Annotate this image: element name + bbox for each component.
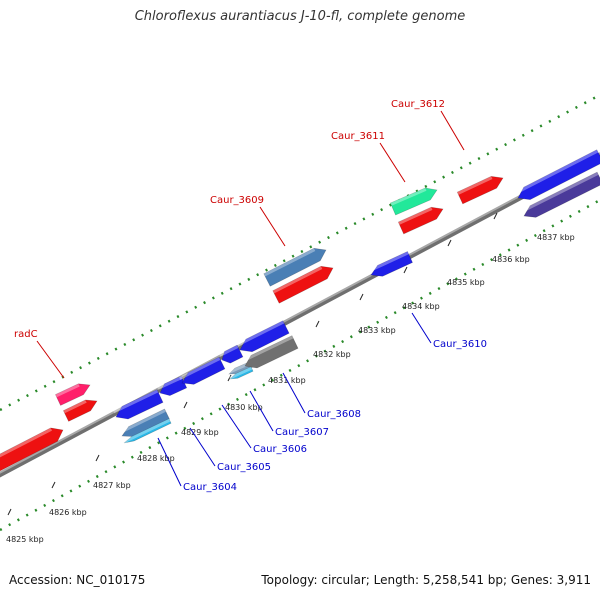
gene-feature-reverse[interactable] (236, 320, 290, 353)
gene-label-leader (282, 372, 306, 414)
gene-feature-reverse[interactable] (112, 389, 164, 420)
gene-feature-Caur_3606[interactable] (219, 344, 244, 364)
scale-tick-label: 4830 kbp (225, 403, 263, 412)
gene-feature-forward[interactable] (397, 206, 444, 235)
gene-feature-Caur_3608[interactable] (241, 335, 299, 369)
gene-label-leader (157, 437, 182, 487)
scale-tick (315, 320, 320, 328)
scale-tick (493, 212, 498, 220)
gene-label-leader (249, 390, 274, 432)
outer-ring-dotted (0, 93, 600, 412)
gene-label-leader (440, 110, 465, 151)
scale-tick-label: 4827 kbp (93, 481, 131, 490)
gene-feature-Caur_3607[interactable] (228, 366, 254, 380)
gene-label-leader (411, 312, 432, 344)
gene-labels: radC Caur_3609 Caur_3611 Caur_3612 Caur_3604… (14, 99, 487, 493)
gene-label[interactable]: Caur_3609 (210, 195, 264, 206)
scale-tick (183, 401, 188, 409)
gene-feature-Caur_3610[interactable] (368, 251, 413, 277)
accession-text: Accession: NC_010175 (9, 573, 146, 587)
scale-tick (7, 508, 12, 516)
gene-label-leader (259, 206, 286, 247)
gene-label[interactable]: radC (14, 329, 38, 340)
gene-label[interactable]: Caur_3607 (275, 427, 329, 438)
gene-feature-radC[interactable] (55, 383, 91, 406)
gene-label[interactable]: Caur_3610 (433, 339, 487, 350)
scale-tick (95, 454, 100, 462)
gene-feature-Caur_3611[interactable] (390, 187, 438, 216)
gene-feature-Caur_3612[interactable] (456, 176, 504, 205)
scale-tick-label: 4826 kbp (49, 508, 87, 517)
inner-ring-dotted (0, 198, 600, 532)
gene-label[interactable]: Caur_3612 (391, 99, 445, 110)
scale-tick-label: 4834 kbp (402, 302, 440, 311)
scale-tick-label: 4837 kbp (537, 233, 575, 242)
gene-feature-forward[interactable] (272, 265, 334, 304)
scale-tick-label: 4833 kbp (358, 326, 396, 335)
scale-tick (227, 374, 232, 382)
gene-label-leader (379, 142, 406, 183)
scale-tick (403, 266, 408, 274)
scale-tick-label: 4836 kbp (492, 255, 530, 264)
gene-feature-reverse[interactable] (157, 375, 188, 396)
scale-tick-label: 4828 kbp (137, 454, 175, 463)
gene-label[interactable]: Caur_3611 (331, 131, 385, 142)
genome-backbone (0, 152, 600, 478)
gene-label[interactable]: Caur_3606 (253, 444, 307, 455)
scale-tick (51, 481, 56, 489)
gene-feature-forward[interactable] (0, 427, 64, 472)
scale-tick-label: 4835 kbp (447, 278, 485, 287)
gene-feature-Caur_3604[interactable] (122, 418, 172, 444)
scale-tick-label: 4829 kbp (181, 428, 219, 437)
genome-summary-text: Topology: circular; Length: 5,258,541 bp… (261, 573, 591, 587)
scale-tick (447, 239, 452, 247)
gene-feature-Caur_3609[interactable] (263, 247, 327, 287)
gene-feature-reverse[interactable] (514, 149, 600, 200)
gene-label-leader (189, 427, 216, 467)
scale-tick-label: 4825 kbp (6, 535, 44, 544)
gene-feature-reverse[interactable] (119, 408, 170, 437)
scale-ticks: 4825 kbp 4826 kbp 4827 kbp 4828 kbp 4829 kbp… (6, 203, 575, 544)
scale-tick-label: 4832 kbp (313, 350, 351, 359)
map-title: Chloroflexus aurantiacus J-10-fl, comple… (134, 9, 466, 24)
gene-label-leader (36, 340, 65, 379)
gene-features (0, 149, 600, 472)
gene-feature-Caur_3605[interactable] (179, 356, 226, 385)
gene-label[interactable]: Caur_3608 (307, 409, 361, 420)
gene-label[interactable]: Caur_3605 (217, 462, 271, 473)
gene-label[interactable]: Caur_3604 (183, 482, 237, 493)
gene-label-leader (221, 404, 252, 449)
scale-tick (359, 293, 364, 301)
gene-feature-reverse[interactable] (521, 171, 600, 218)
gene-feature-forward[interactable] (62, 399, 98, 422)
